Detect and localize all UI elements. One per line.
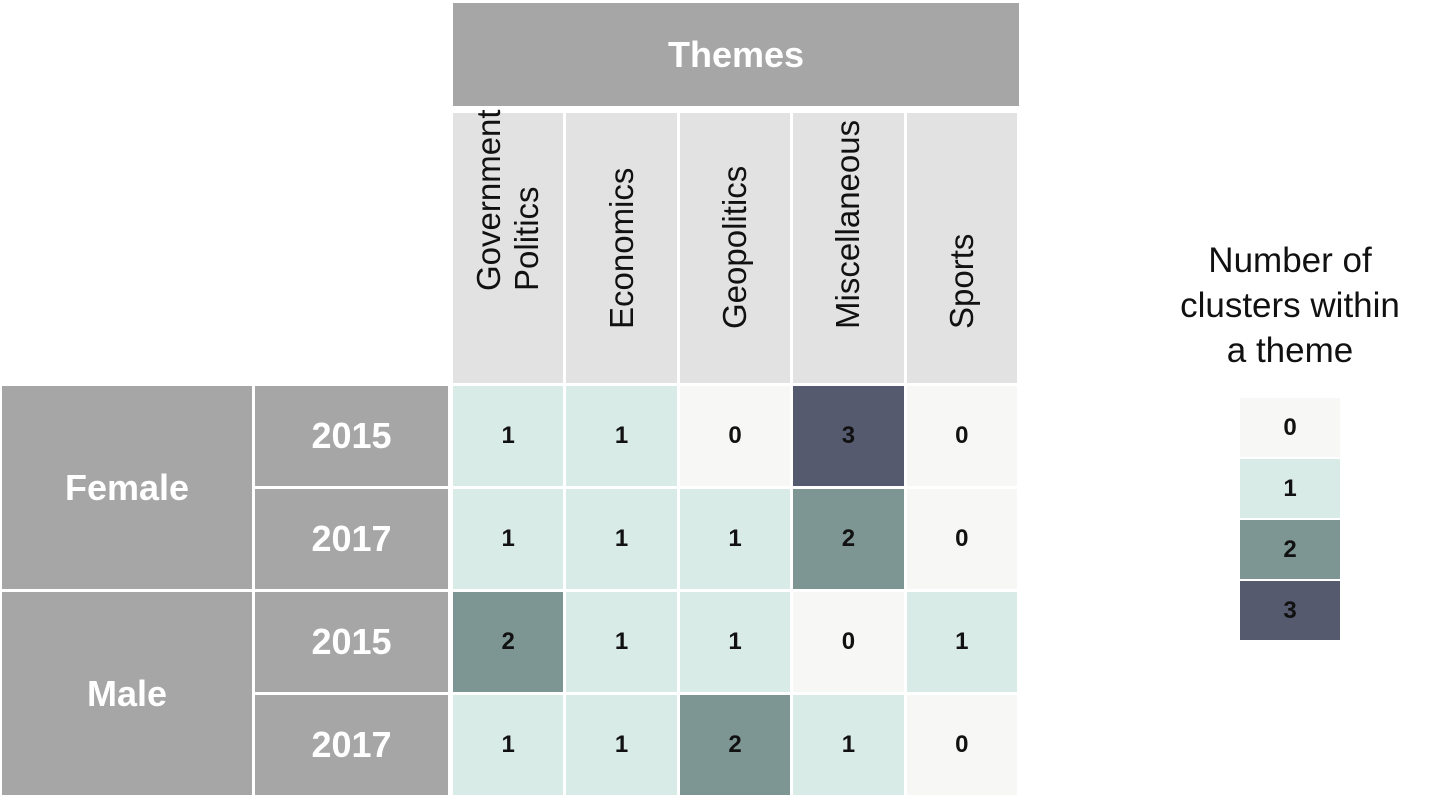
- heatmap-cell: 1: [906, 592, 1017, 692]
- heatmap-cell: 1: [453, 386, 564, 486]
- cell-value: 1: [614, 628, 629, 655]
- legend-value: 2: [1283, 535, 1297, 563]
- row-header-year: 2017: [255, 489, 448, 589]
- column-header-label: Government Politics: [470, 109, 546, 291]
- heatmap-cell: 3: [793, 386, 904, 486]
- heatmap-cell: 1: [566, 592, 677, 692]
- cell-value: 3: [841, 422, 856, 449]
- group-header-male: Male: [2, 592, 252, 795]
- legend-swatch: 3: [1240, 581, 1340, 640]
- cell-value: 0: [955, 422, 969, 449]
- column-header: Miscellaneous: [793, 113, 904, 383]
- group-label: Male: [86, 672, 168, 714]
- column-header-line: Geopolitics: [715, 165, 753, 329]
- heatmap-cell: 1: [453, 489, 564, 589]
- cell-value: 2: [841, 525, 856, 552]
- column-header: Economics: [566, 113, 677, 383]
- column-header-line: Miscellaneous: [829, 119, 867, 329]
- column-header-label: Miscellaneous: [829, 120, 867, 329]
- cell-value: 2: [501, 628, 515, 655]
- year-label: 2015: [311, 415, 392, 456]
- heatmap-cell: 0: [906, 695, 1017, 795]
- column-header-label: Geopolitics: [716, 166, 754, 329]
- legend-swatch: 2: [1240, 520, 1340, 579]
- column-header-line: Politics: [508, 186, 546, 291]
- cell-value: 1: [728, 525, 742, 552]
- cell-value: 1: [501, 525, 515, 552]
- year-label: 2017: [311, 724, 392, 765]
- group-header-female: Female: [2, 386, 252, 589]
- heatmap-cell: 0: [906, 386, 1017, 486]
- legend-title-line: clusters within: [1180, 286, 1400, 325]
- legend-value: 0: [1283, 413, 1297, 441]
- cell-value: 0: [955, 731, 969, 758]
- group-label: Female: [64, 466, 190, 508]
- year-label: 2017: [311, 518, 392, 559]
- heatmap-cell: 1: [679, 592, 791, 692]
- heatmap-cell: 2: [793, 489, 904, 589]
- heatmap-cell: 0: [679, 386, 791, 486]
- cell-value: 1: [614, 422, 629, 449]
- legend-swatch: 0: [1240, 398, 1340, 457]
- legend-title-line: a theme: [1226, 331, 1354, 370]
- column-header: Geopolitics: [679, 113, 791, 383]
- column-header-label: Sports: [943, 234, 981, 329]
- cell-value: 0: [841, 628, 856, 655]
- legend-title-line: Number of: [1208, 241, 1372, 280]
- cell-value: 1: [728, 628, 742, 655]
- legend-swatch: 1: [1240, 459, 1340, 518]
- row-header-year: 2015: [255, 386, 448, 486]
- legend-value: 1: [1283, 474, 1297, 502]
- year-label: 2015: [311, 621, 392, 662]
- cell-value: 0: [728, 422, 742, 449]
- column-header: Government Politics: [453, 109, 564, 383]
- themes-title: Themes: [667, 33, 805, 75]
- column-header-line: Government: [470, 109, 508, 291]
- cell-value: 1: [955, 628, 969, 655]
- heatmap-cell: 0: [906, 489, 1017, 589]
- heatmap-cell: 1: [566, 386, 677, 486]
- heatmap-cell: 2: [679, 695, 791, 795]
- legend-title: Number of clusters within a theme: [1150, 238, 1430, 373]
- heatmap-cell: 1: [566, 489, 677, 589]
- cell-value: 1: [841, 731, 856, 758]
- heatmap-cell: 1: [566, 695, 677, 795]
- legend-value: 3: [1283, 596, 1297, 624]
- heatmap-cell: 1: [679, 489, 791, 589]
- cell-value: 1: [614, 731, 629, 758]
- heatmap-cell: 1: [453, 695, 564, 795]
- column-header-line: Economics: [602, 167, 640, 329]
- themes-header: Themes: [453, 3, 1019, 106]
- row-header-year: 2015: [255, 592, 448, 692]
- cell-value: 1: [501, 731, 515, 758]
- heatmap-cell: 2: [453, 592, 564, 692]
- cell-value: 1: [614, 525, 629, 552]
- heatmap-cell: 1: [793, 695, 904, 795]
- cell-value: 1: [501, 422, 515, 449]
- column-header-line: Sports: [942, 233, 980, 329]
- cell-value: 2: [728, 731, 742, 758]
- heatmap-cell: 0: [793, 592, 904, 692]
- row-header-year: 2017: [255, 695, 448, 795]
- cell-value: 0: [955, 525, 969, 552]
- column-header-label: Economics: [603, 168, 641, 329]
- column-header: Sports: [906, 113, 1017, 383]
